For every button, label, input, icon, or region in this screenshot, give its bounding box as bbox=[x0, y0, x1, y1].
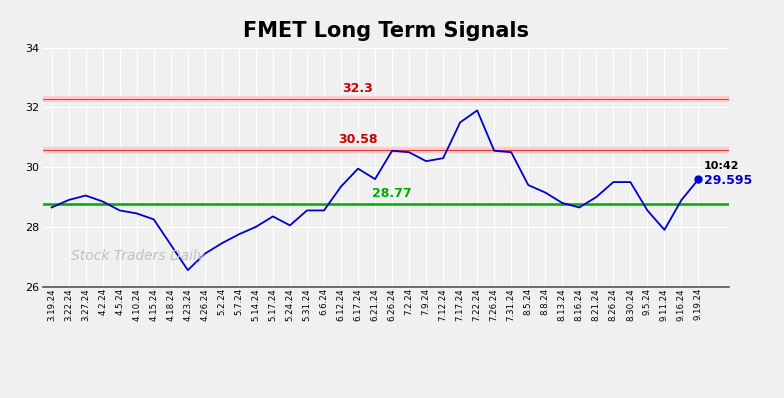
Text: 28.77: 28.77 bbox=[372, 187, 412, 200]
Bar bbox=[43, 96, 729, 101]
Text: 32.3: 32.3 bbox=[343, 82, 373, 95]
Text: 10:42: 10:42 bbox=[703, 161, 739, 171]
Text: 29.595: 29.595 bbox=[703, 174, 752, 187]
Text: 30.58: 30.58 bbox=[338, 133, 378, 146]
Title: FMET Long Term Signals: FMET Long Term Signals bbox=[243, 21, 529, 41]
Text: Stock Traders Daily: Stock Traders Daily bbox=[71, 249, 205, 263]
Bar bbox=[43, 148, 729, 152]
